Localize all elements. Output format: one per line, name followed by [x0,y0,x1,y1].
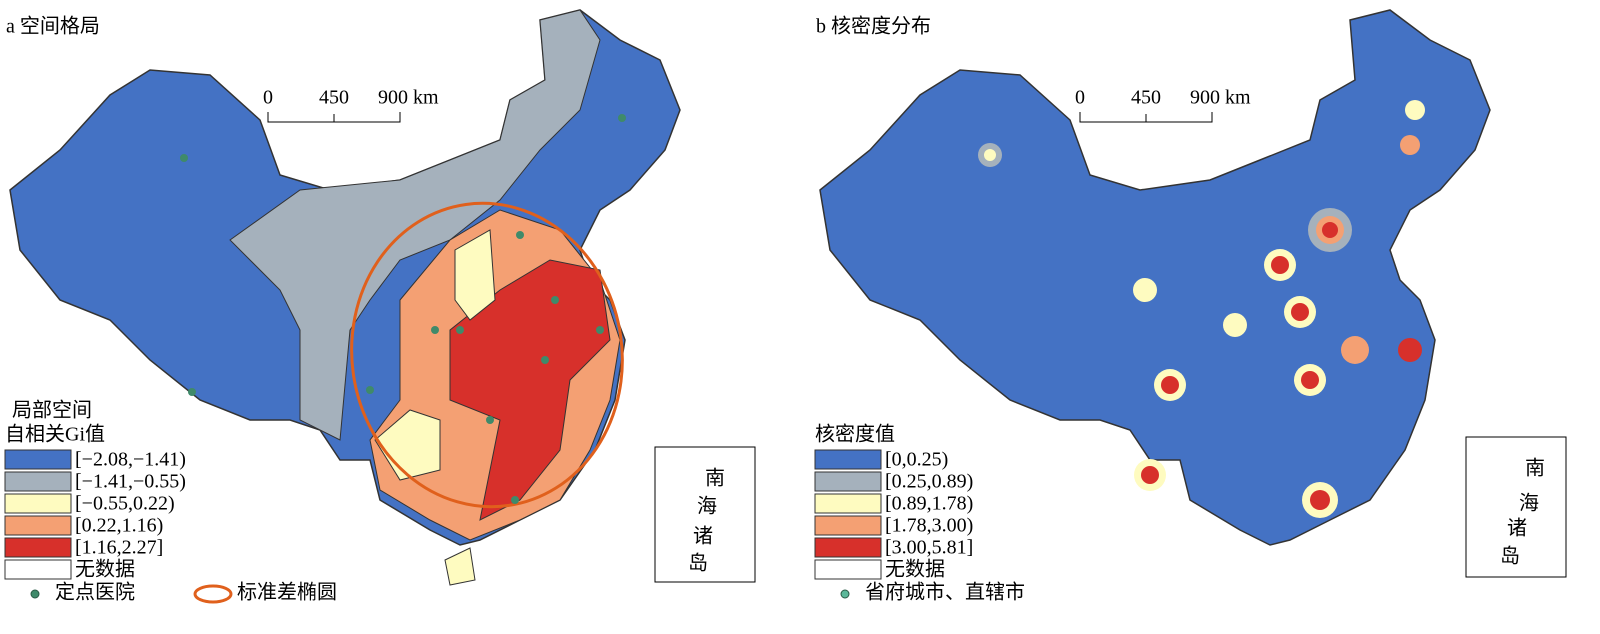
point-legend: 定点医院 [55,581,135,604]
legend-title: 自相关Gi值 [5,423,105,446]
inset-label: 海 [1519,492,1539,515]
legend-label: [0.22,1.16) [75,515,163,537]
legend-label: [1.16,2.27] [75,537,163,559]
point-legend: 省府城市、直辖市 [865,581,1025,604]
legend-label: [0,0.25) [885,449,948,471]
inset-label: 海 [697,495,717,518]
legend-swatch [4,493,72,514]
inset-label: 岛 [688,552,708,575]
legend-swatch [4,449,72,470]
scale-label: 450 [1131,87,1161,109]
map-a [9,9,681,586]
legend-label: 无数据 [75,558,135,581]
legend-label: [−1.41,−0.55) [75,471,186,493]
legend-label: [−0.55,0.22) [75,493,175,515]
ellipse-legend: 标准差椭圆 [237,581,337,604]
scale-label: 0 [263,87,273,109]
legend-swatch [814,559,882,580]
panel-title: b 核密度分布 [816,15,931,38]
inset-label: 诸 [693,525,713,548]
panel-title: a 空间格局 [6,15,100,38]
legend-swatch [4,559,72,580]
scale-label: 450 [319,87,349,109]
legend-label: [3.00,5.81] [885,537,973,559]
legend-label: [1.78,3.00) [885,515,973,537]
legend-label: [0.89,1.78) [885,493,973,515]
ellipse-symbol [193,584,233,604]
scale-label: 900 km [378,87,439,109]
inset-label: 南 [1525,457,1545,480]
legend-swatch [4,515,72,536]
inset-label: 南 [705,467,725,490]
inset-label: 岛 [1500,545,1520,568]
legend-label: 无数据 [885,558,945,581]
legend-swatch [814,515,882,536]
legend-swatch [814,449,882,470]
scale-label: 0 [1075,87,1085,109]
inset-label: 诸 [1507,517,1527,540]
decor [267,112,1567,583]
scale-label: 900 km [1190,87,1251,109]
legend-swatch [814,471,882,492]
legend-swatch [4,537,72,558]
point-symbol [840,589,850,599]
legend-title: 核密度值 [815,423,895,446]
legend-label: [−2.08,−1.41) [75,449,186,471]
legend-swatch [814,537,882,558]
legend-label: [0.25,0.89) [885,471,973,493]
legend-title: 局部空间 [12,399,92,422]
map-b [819,9,1491,546]
point-symbol [30,589,40,599]
legend-swatch [4,471,72,492]
legend-swatch [814,493,882,514]
